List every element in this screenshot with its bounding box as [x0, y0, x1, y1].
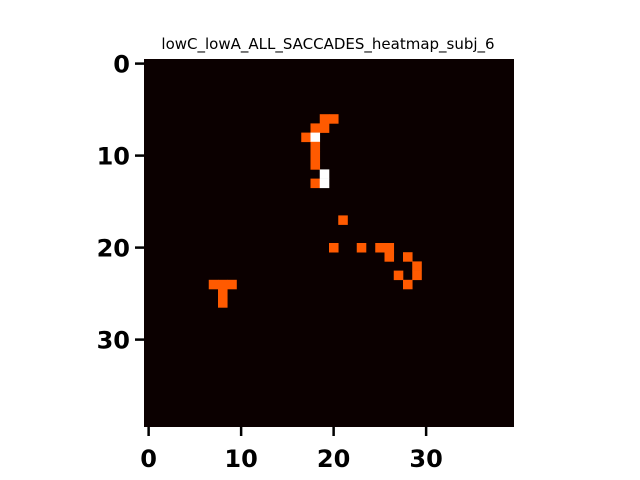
heatmap-cell: [301, 132, 311, 143]
heatmap-cell: [356, 243, 367, 253]
chart-title: lowC_lowA_ALL_SACCADES_heatmap_subj_6: [161, 35, 494, 54]
y-tick-label: 30: [97, 327, 130, 355]
heatmap-cell: [227, 279, 237, 290]
heatmap-cell: [218, 279, 228, 290]
heatmap-cell: [310, 151, 321, 161]
x-tick-label: 20: [317, 445, 350, 473]
heatmap-cell: [393, 270, 404, 281]
heatmap-cell: [310, 178, 321, 189]
heatmap-cell: [375, 243, 385, 253]
heatmap-cell: [218, 289, 228, 299]
y-tick-label: 10: [97, 143, 130, 171]
heatmap-cell: [403, 279, 413, 290]
heatmap-cell: [384, 252, 395, 262]
heatmap-cell: [329, 114, 339, 124]
y-tick-label: 20: [97, 235, 130, 263]
heatmap-cell: [310, 160, 321, 170]
heatmap-cell: [208, 279, 219, 290]
heatmap-cell: [412, 261, 422, 271]
heatmap-cell: [338, 215, 348, 225]
heatmap-cell: [319, 123, 330, 133]
heatmap-cell: [310, 141, 321, 152]
heatmap-cell: [319, 114, 330, 124]
heatmap-cell: [218, 298, 228, 308]
heatmap-cells: [208, 114, 422, 308]
heatmap-cell: [384, 243, 395, 253]
heatmap-cell: [319, 178, 330, 189]
x-tick-label: 10: [224, 445, 257, 473]
x-tick-label: 30: [409, 445, 442, 473]
y-axis: 0 10 20 30: [97, 51, 144, 355]
heatmap-cell: [310, 132, 321, 143]
x-tick-label: 0: [140, 445, 157, 473]
y-tick-label: 0: [113, 51, 130, 79]
x-axis: 0 10 20 30: [140, 427, 443, 473]
heatmap-cell: [412, 270, 422, 281]
heatmap-cell: [319, 169, 330, 179]
heatmap-cell: [329, 243, 339, 253]
heatmap-cell: [403, 252, 413, 262]
heatmap-cell: [310, 123, 321, 133]
